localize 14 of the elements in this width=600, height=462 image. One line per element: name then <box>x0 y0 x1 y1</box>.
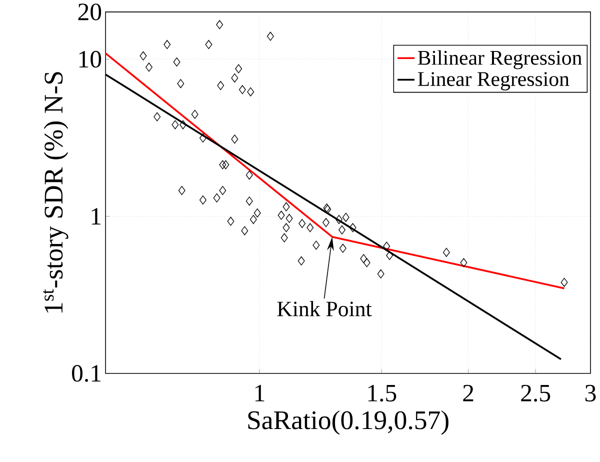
x-tick-label: 1.5 <box>368 384 396 402</box>
x-tick-label: 2 <box>463 384 474 402</box>
x-tick-label: 3 <box>585 384 596 402</box>
y-axis-title: 1$^{st}$-story SDR (%) N-S <box>42 72 68 313</box>
legend-label: Bilinear Regression <box>418 50 582 70</box>
x-tick-label: 2.5 <box>521 384 550 402</box>
y-tick-label: 1 <box>92 208 101 224</box>
y-tick-label: 10 <box>79 50 102 68</box>
legend-label: Linear Regression <box>418 72 570 90</box>
y-tick-label: 0.1 <box>72 364 101 382</box>
annotation: Kink Point <box>277 300 372 316</box>
x-tick-label: 1 <box>255 384 264 402</box>
y-tick-label: 20 <box>78 4 102 20</box>
x-axis-title: SaRatio(0.19,0.57) <box>248 410 448 435</box>
